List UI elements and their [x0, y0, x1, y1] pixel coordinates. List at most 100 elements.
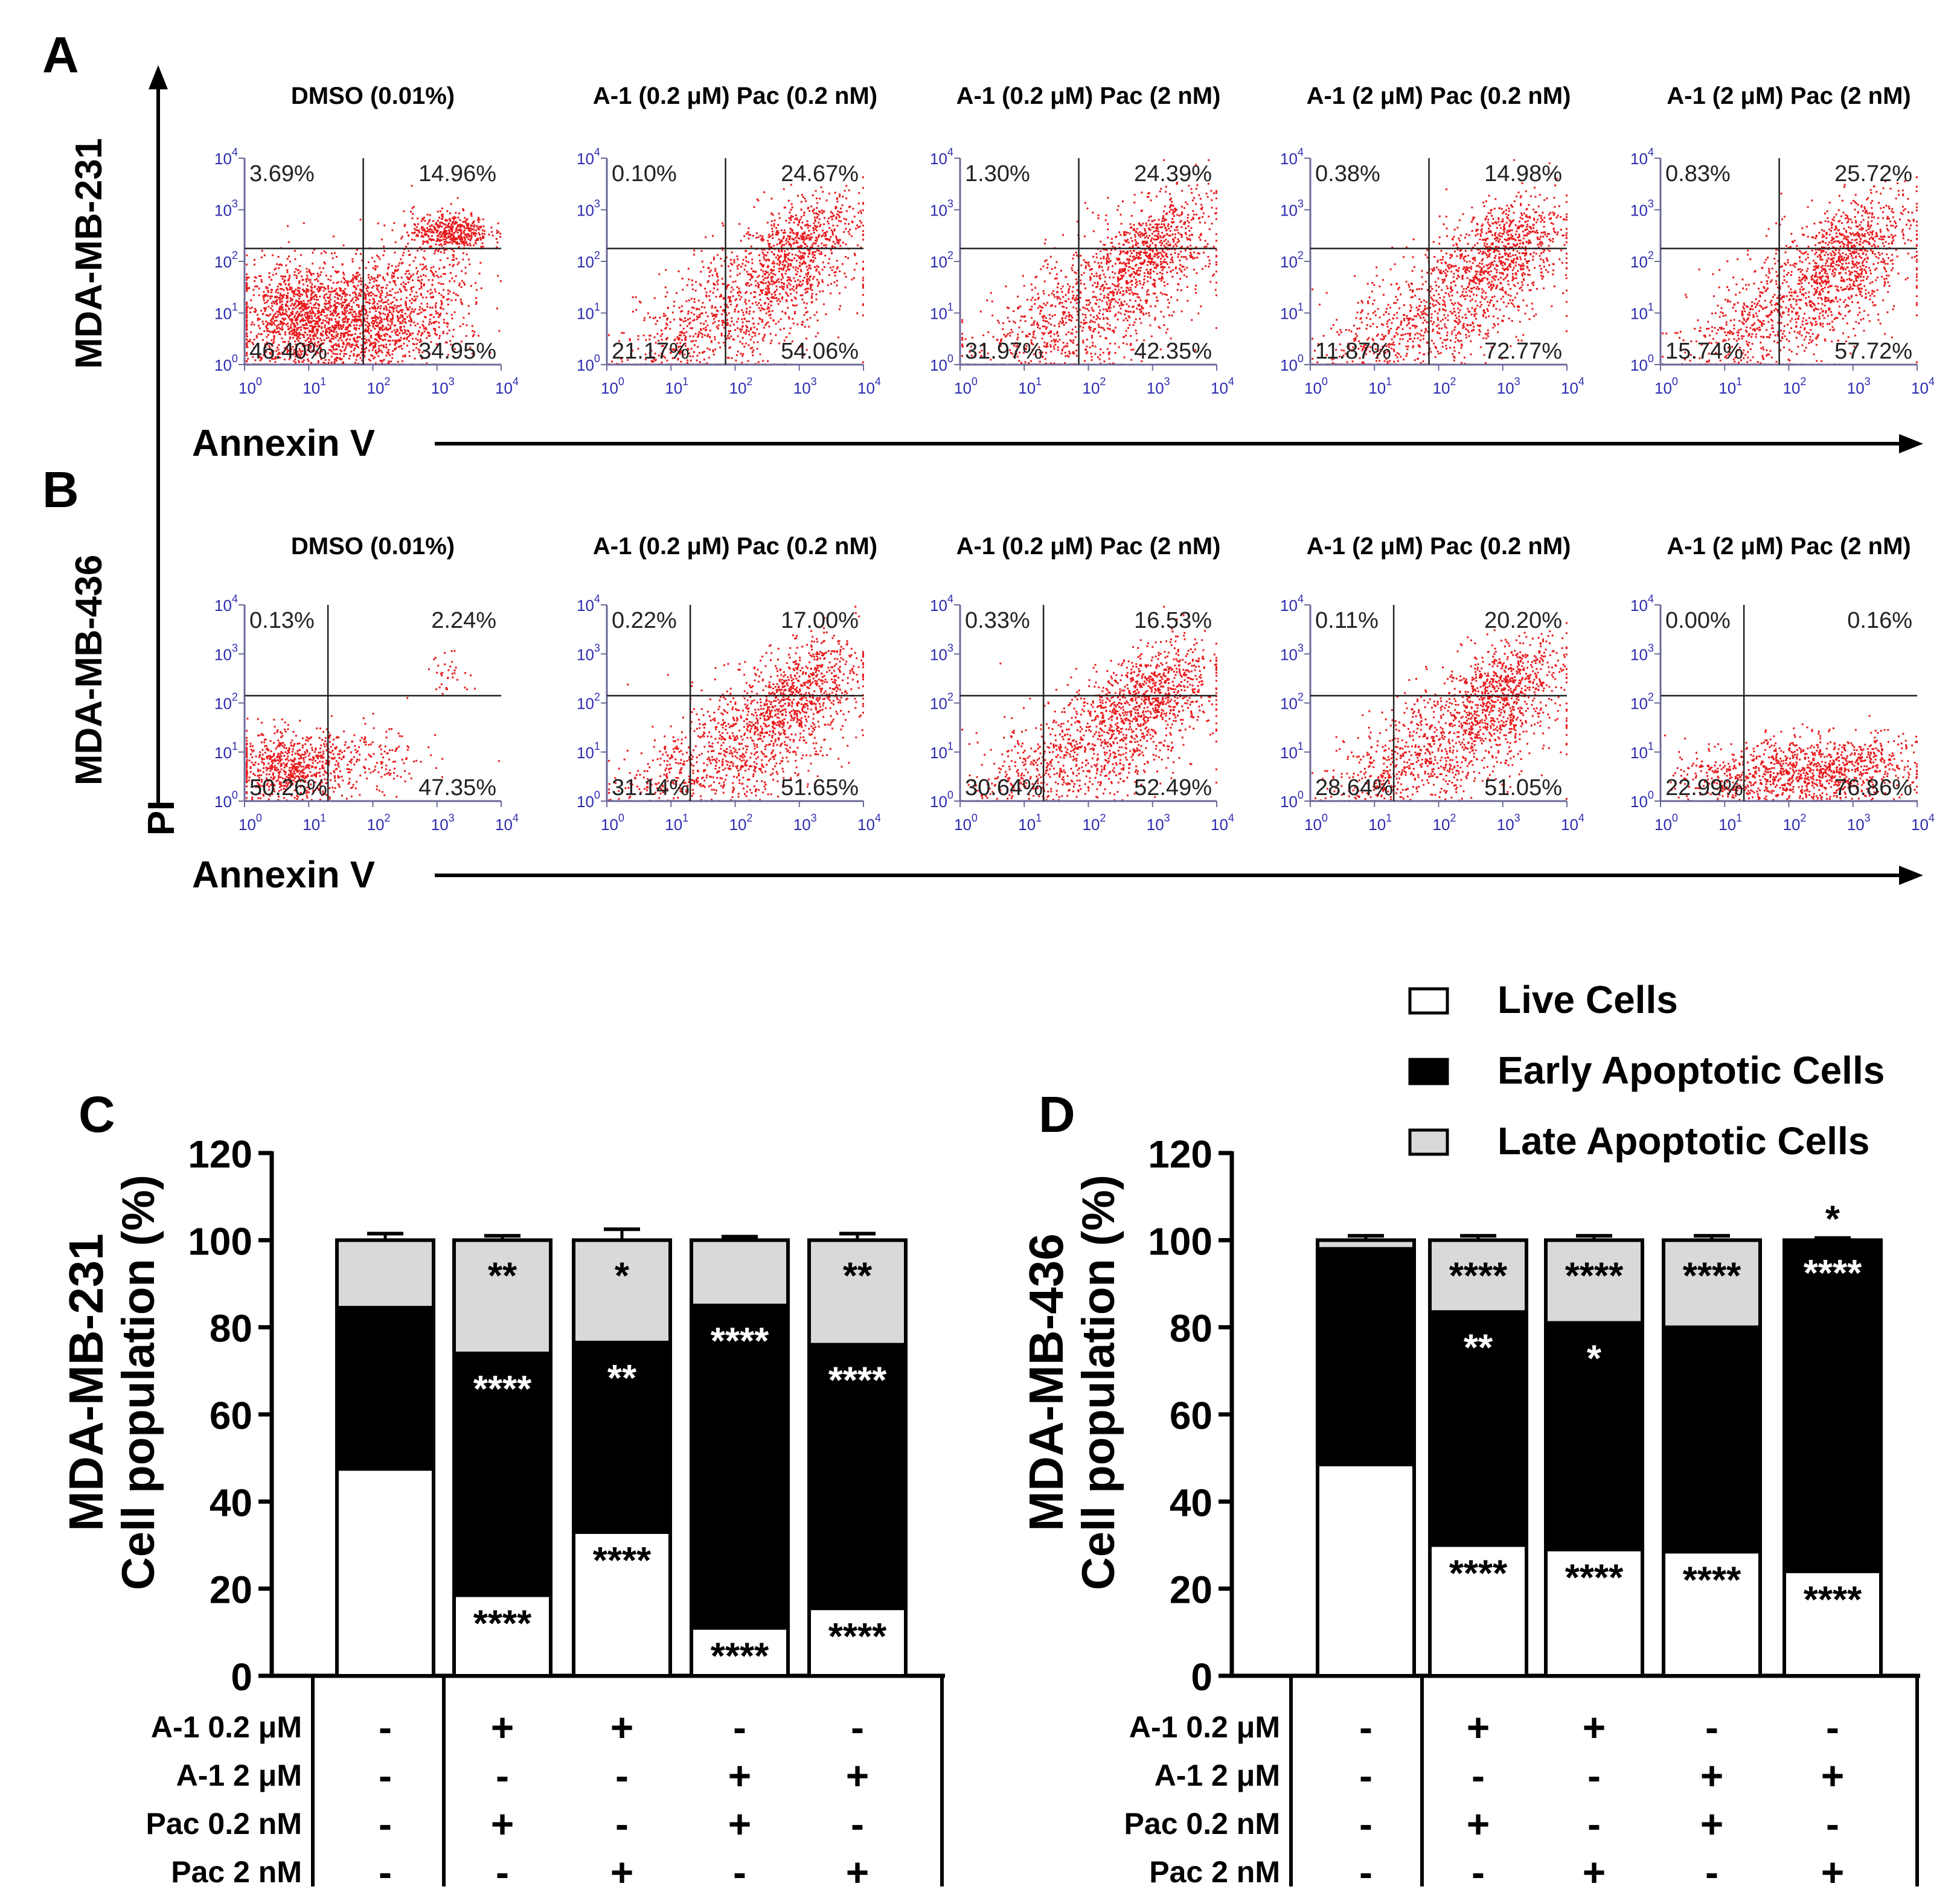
flow-dot	[717, 276, 719, 278]
flow-dot	[700, 322, 702, 325]
flow-dot	[321, 308, 324, 311]
flow-dot	[839, 193, 841, 196]
flow-dot	[1119, 307, 1122, 310]
flow-dot	[292, 346, 294, 348]
flow-dot	[757, 236, 760, 238]
flow-dot	[428, 231, 431, 233]
flow-dot	[375, 325, 377, 327]
flow-dot	[783, 206, 786, 209]
flow-dot	[1114, 352, 1116, 354]
flow-dot	[796, 286, 798, 288]
flow-dot	[325, 331, 328, 333]
flow-dot	[470, 212, 473, 214]
flow-dot	[1107, 307, 1110, 310]
flow-dot	[716, 254, 719, 256]
flow-dot	[386, 294, 388, 296]
flow-dot	[735, 354, 738, 356]
flow-dot	[430, 270, 432, 272]
flow-dot	[1031, 305, 1033, 308]
flow-dot	[283, 313, 286, 316]
flow-dot	[794, 280, 796, 283]
flow-dot	[332, 353, 335, 354]
flow-dot	[382, 312, 384, 315]
flow-dot	[1103, 295, 1106, 297]
flow-dot	[792, 286, 795, 288]
flow-dot	[792, 243, 795, 245]
flow-dot	[278, 264, 280, 266]
flow-dot	[380, 294, 382, 296]
flow-dot	[802, 280, 804, 282]
flow-dot	[751, 276, 753, 279]
flow-dot	[688, 322, 690, 325]
flow-dot	[379, 359, 382, 362]
flow-dot	[419, 327, 421, 329]
flow-dot	[772, 214, 774, 216]
flow-dot	[340, 334, 342, 337]
flow-dot	[440, 283, 442, 285]
flow-dot	[270, 353, 272, 355]
flow-dot	[295, 277, 298, 280]
flow-dot	[818, 235, 820, 238]
flow-dot	[313, 315, 316, 317]
flow-dot	[455, 237, 457, 240]
flow-dot	[286, 314, 288, 316]
flow-dot	[251, 324, 252, 326]
flow-dot	[742, 353, 745, 355]
flow-dot	[412, 349, 415, 351]
flow-dot	[397, 334, 399, 336]
flow-dot	[358, 327, 360, 330]
flow-dot	[790, 219, 792, 222]
flow-dot	[310, 337, 312, 340]
flow-dot	[737, 258, 739, 260]
flow-dot	[383, 246, 385, 248]
flow-dot	[760, 290, 762, 292]
flow-dot	[364, 342, 366, 343]
flow-dot	[463, 281, 465, 284]
flow-dot	[790, 280, 792, 282]
flow-dot	[290, 304, 292, 307]
flow-dot	[342, 326, 345, 328]
flow-dot	[284, 283, 287, 286]
flow-dot	[287, 284, 290, 286]
flow-dot	[807, 273, 809, 275]
flow-dot	[391, 357, 394, 359]
flow-dot	[810, 301, 813, 304]
flow-dot	[313, 350, 315, 352]
flow-dot	[281, 298, 283, 300]
flow-dot	[330, 350, 333, 353]
flow-dot	[813, 314, 816, 316]
flow-dot	[488, 234, 490, 236]
flow-dot	[683, 332, 685, 334]
flow-dot	[353, 337, 355, 340]
flow-dot	[644, 359, 647, 360]
flow-dot	[267, 305, 270, 308]
flow-dot	[766, 222, 769, 224]
flow-dot	[692, 340, 694, 342]
flow-dot	[298, 308, 301, 310]
flow-dot	[314, 279, 316, 281]
flow-dot	[678, 337, 681, 339]
flow-dot	[351, 313, 353, 316]
flow-dot	[301, 275, 303, 278]
flow-dot	[377, 351, 380, 353]
flow-dot	[246, 305, 249, 308]
flow-dot	[464, 217, 466, 219]
flow-dot	[787, 263, 790, 265]
flow-dot	[401, 311, 403, 313]
flow-dot	[246, 345, 248, 347]
flow-dot	[1071, 340, 1073, 343]
flow-dot	[637, 338, 639, 340]
flow-dot	[787, 278, 790, 281]
flow-dot	[299, 295, 301, 298]
flow-dot	[327, 287, 330, 290]
flow-dot	[466, 324, 468, 327]
flow-dot	[795, 269, 797, 271]
flow-dot	[971, 336, 973, 339]
flow-dot	[773, 282, 775, 284]
flow-dot	[775, 233, 778, 235]
flow-dot	[379, 322, 381, 324]
flow-dot	[331, 337, 333, 340]
flow-dot	[332, 337, 335, 340]
flow-dot	[294, 325, 296, 327]
flow-dot	[391, 353, 394, 356]
